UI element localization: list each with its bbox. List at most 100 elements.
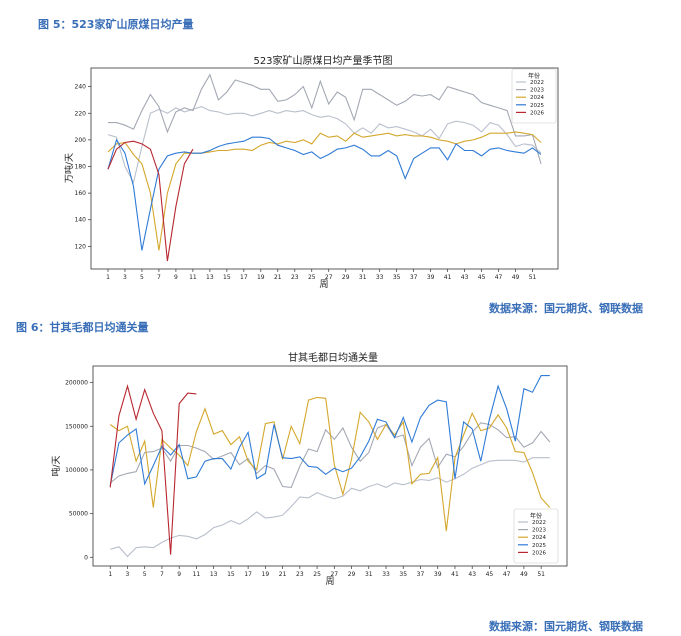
- x-tick-label: 1: [108, 571, 112, 578]
- x-tick-label: 5: [143, 571, 147, 578]
- x-tick-label: 3: [123, 274, 127, 281]
- y-tick-label: 50000: [69, 511, 88, 518]
- x-tick-label: 27: [325, 274, 333, 281]
- y-tick-label: 240: [75, 84, 87, 91]
- y-tick-label: 0: [84, 554, 88, 561]
- series-line-2025: [109, 375, 550, 486]
- chart-1-x-axis-label: 周: [319, 279, 328, 290]
- x-tick-label: 45: [486, 571, 494, 578]
- legend-label-2025: 2025: [530, 103, 544, 109]
- x-tick-label: 41: [451, 571, 459, 578]
- y-tick-label: 120: [75, 243, 87, 250]
- x-tick-label: 15: [227, 571, 235, 578]
- x-tick-label: 17: [240, 274, 248, 281]
- x-tick-label: 47: [503, 571, 511, 578]
- x-tick-label: 5: [140, 274, 144, 281]
- x-tick-label: 13: [206, 274, 214, 281]
- chart-1-series-lines: [107, 73, 542, 262]
- legend-label-2025: 2025: [532, 543, 546, 549]
- x-tick-label: 41: [444, 274, 452, 281]
- chart-2-x-ticks: 1 3 5 7 9 11 13 15 17 19 21 23 25 27 29 31 33 35 37 39 41 43 4…: [108, 566, 545, 578]
- x-tick-label: 1: [106, 274, 110, 281]
- series-line-2023: [108, 73, 542, 164]
- chart-1-x-ticks: 1 3 5 7 9 11 13 15 17 19 21 23 25 27 29 31 33 35 37 39 41 43 4…: [106, 269, 537, 281]
- x-tick-label: 9: [177, 571, 181, 578]
- x-tick-label: 29: [342, 274, 350, 281]
- x-tick-label: 15: [223, 274, 231, 281]
- y-tick-label: 180: [75, 164, 87, 171]
- chart-2-series-lines: [109, 375, 551, 558]
- x-tick-label: 25: [308, 274, 316, 281]
- series-line-2026: [109, 384, 197, 555]
- y-tick-label: 200: [75, 137, 87, 144]
- series-line-2024: [107, 131, 542, 251]
- x-tick-label: 23: [296, 571, 304, 578]
- y-tick-label: 140: [75, 217, 87, 224]
- series-line-2025: [107, 136, 542, 251]
- x-tick-label: 37: [410, 274, 418, 281]
- y-tick-label: 160: [75, 190, 87, 197]
- x-tick-label: 51: [537, 571, 545, 578]
- x-tick-label: 3: [126, 571, 130, 578]
- series-line-2022: [110, 457, 550, 558]
- legend-label-2024: 2024: [532, 535, 546, 541]
- x-tick-label: 11: [189, 274, 197, 281]
- x-tick-label: 35: [393, 274, 401, 281]
- chart-1-legend-title: 年份: [528, 72, 540, 80]
- chart-2-title: 甘其毛都日均通关量: [288, 351, 378, 364]
- figure-6-caption: 图 6：甘其毛都日均通关量: [16, 321, 149, 334]
- chart-2-plot-area: [92, 365, 568, 567]
- chart-2-y-axis-label: 吨/天: [50, 455, 62, 476]
- x-tick-label: 11: [193, 571, 201, 578]
- legend-label-2026: 2026: [532, 550, 546, 556]
- x-tick-label: 37: [417, 571, 425, 578]
- x-tick-label: 43: [461, 274, 469, 281]
- legend-label-2024: 2024: [530, 95, 544, 101]
- x-tick-label: 33: [376, 274, 384, 281]
- x-tick-label: 7: [157, 274, 161, 281]
- chart-1-y-ticks: 120 140 160 180 200 220 240: [75, 84, 91, 250]
- y-tick-label: 220: [75, 110, 87, 117]
- x-tick-label: 7: [160, 571, 164, 578]
- y-tick-label: 100000: [65, 467, 88, 474]
- x-tick-label: 49: [512, 274, 520, 281]
- x-tick-label: 51: [529, 274, 537, 281]
- series-line-2026: [107, 140, 194, 262]
- x-tick-label: 45: [478, 274, 486, 281]
- legend-label-2023: 2023: [532, 528, 546, 534]
- x-tick-label: 17: [244, 571, 252, 578]
- x-tick-label: 33: [382, 571, 390, 578]
- legend-label-2026: 2026: [530, 110, 544, 116]
- x-tick-label: 27: [330, 571, 338, 578]
- x-tick-label: 9: [174, 274, 178, 281]
- chart-2-y-ticks: 0 50000 100000 150000 200000: [65, 380, 93, 561]
- x-tick-label: 21: [279, 571, 287, 578]
- x-tick-label: 29: [348, 571, 356, 578]
- legend-label-2022: 2022: [530, 80, 544, 86]
- chart-2-x-axis-label: 周: [325, 576, 334, 587]
- x-tick-label: 43: [468, 571, 476, 578]
- x-tick-label: 25: [313, 571, 321, 578]
- x-tick-label: 31: [365, 571, 373, 578]
- x-tick-label: 39: [434, 571, 442, 578]
- figure-5-caption: 图 5：523家矿山原煤日均产量: [38, 18, 194, 31]
- figure-5-source: 数据来源：国元期货、钢联数据: [489, 302, 643, 315]
- x-tick-label: 49: [520, 571, 528, 578]
- chart-1-title: 523家矿山原煤日均产量季节图: [253, 54, 392, 67]
- x-tick-label: 21: [274, 274, 282, 281]
- legend-label-2022: 2022: [532, 520, 546, 526]
- x-tick-label: 19: [262, 571, 270, 578]
- chart-2-legend-title: 年份: [530, 512, 542, 520]
- x-tick-label: 13: [210, 571, 218, 578]
- x-tick-label: 31: [359, 274, 367, 281]
- y-tick-label: 150000: [65, 423, 88, 430]
- x-tick-label: 19: [257, 274, 265, 281]
- x-tick-label: 35: [399, 571, 407, 578]
- chart-1-plot-area: [90, 67, 559, 270]
- x-tick-label: 47: [495, 274, 503, 281]
- legend-label-2023: 2023: [530, 88, 544, 94]
